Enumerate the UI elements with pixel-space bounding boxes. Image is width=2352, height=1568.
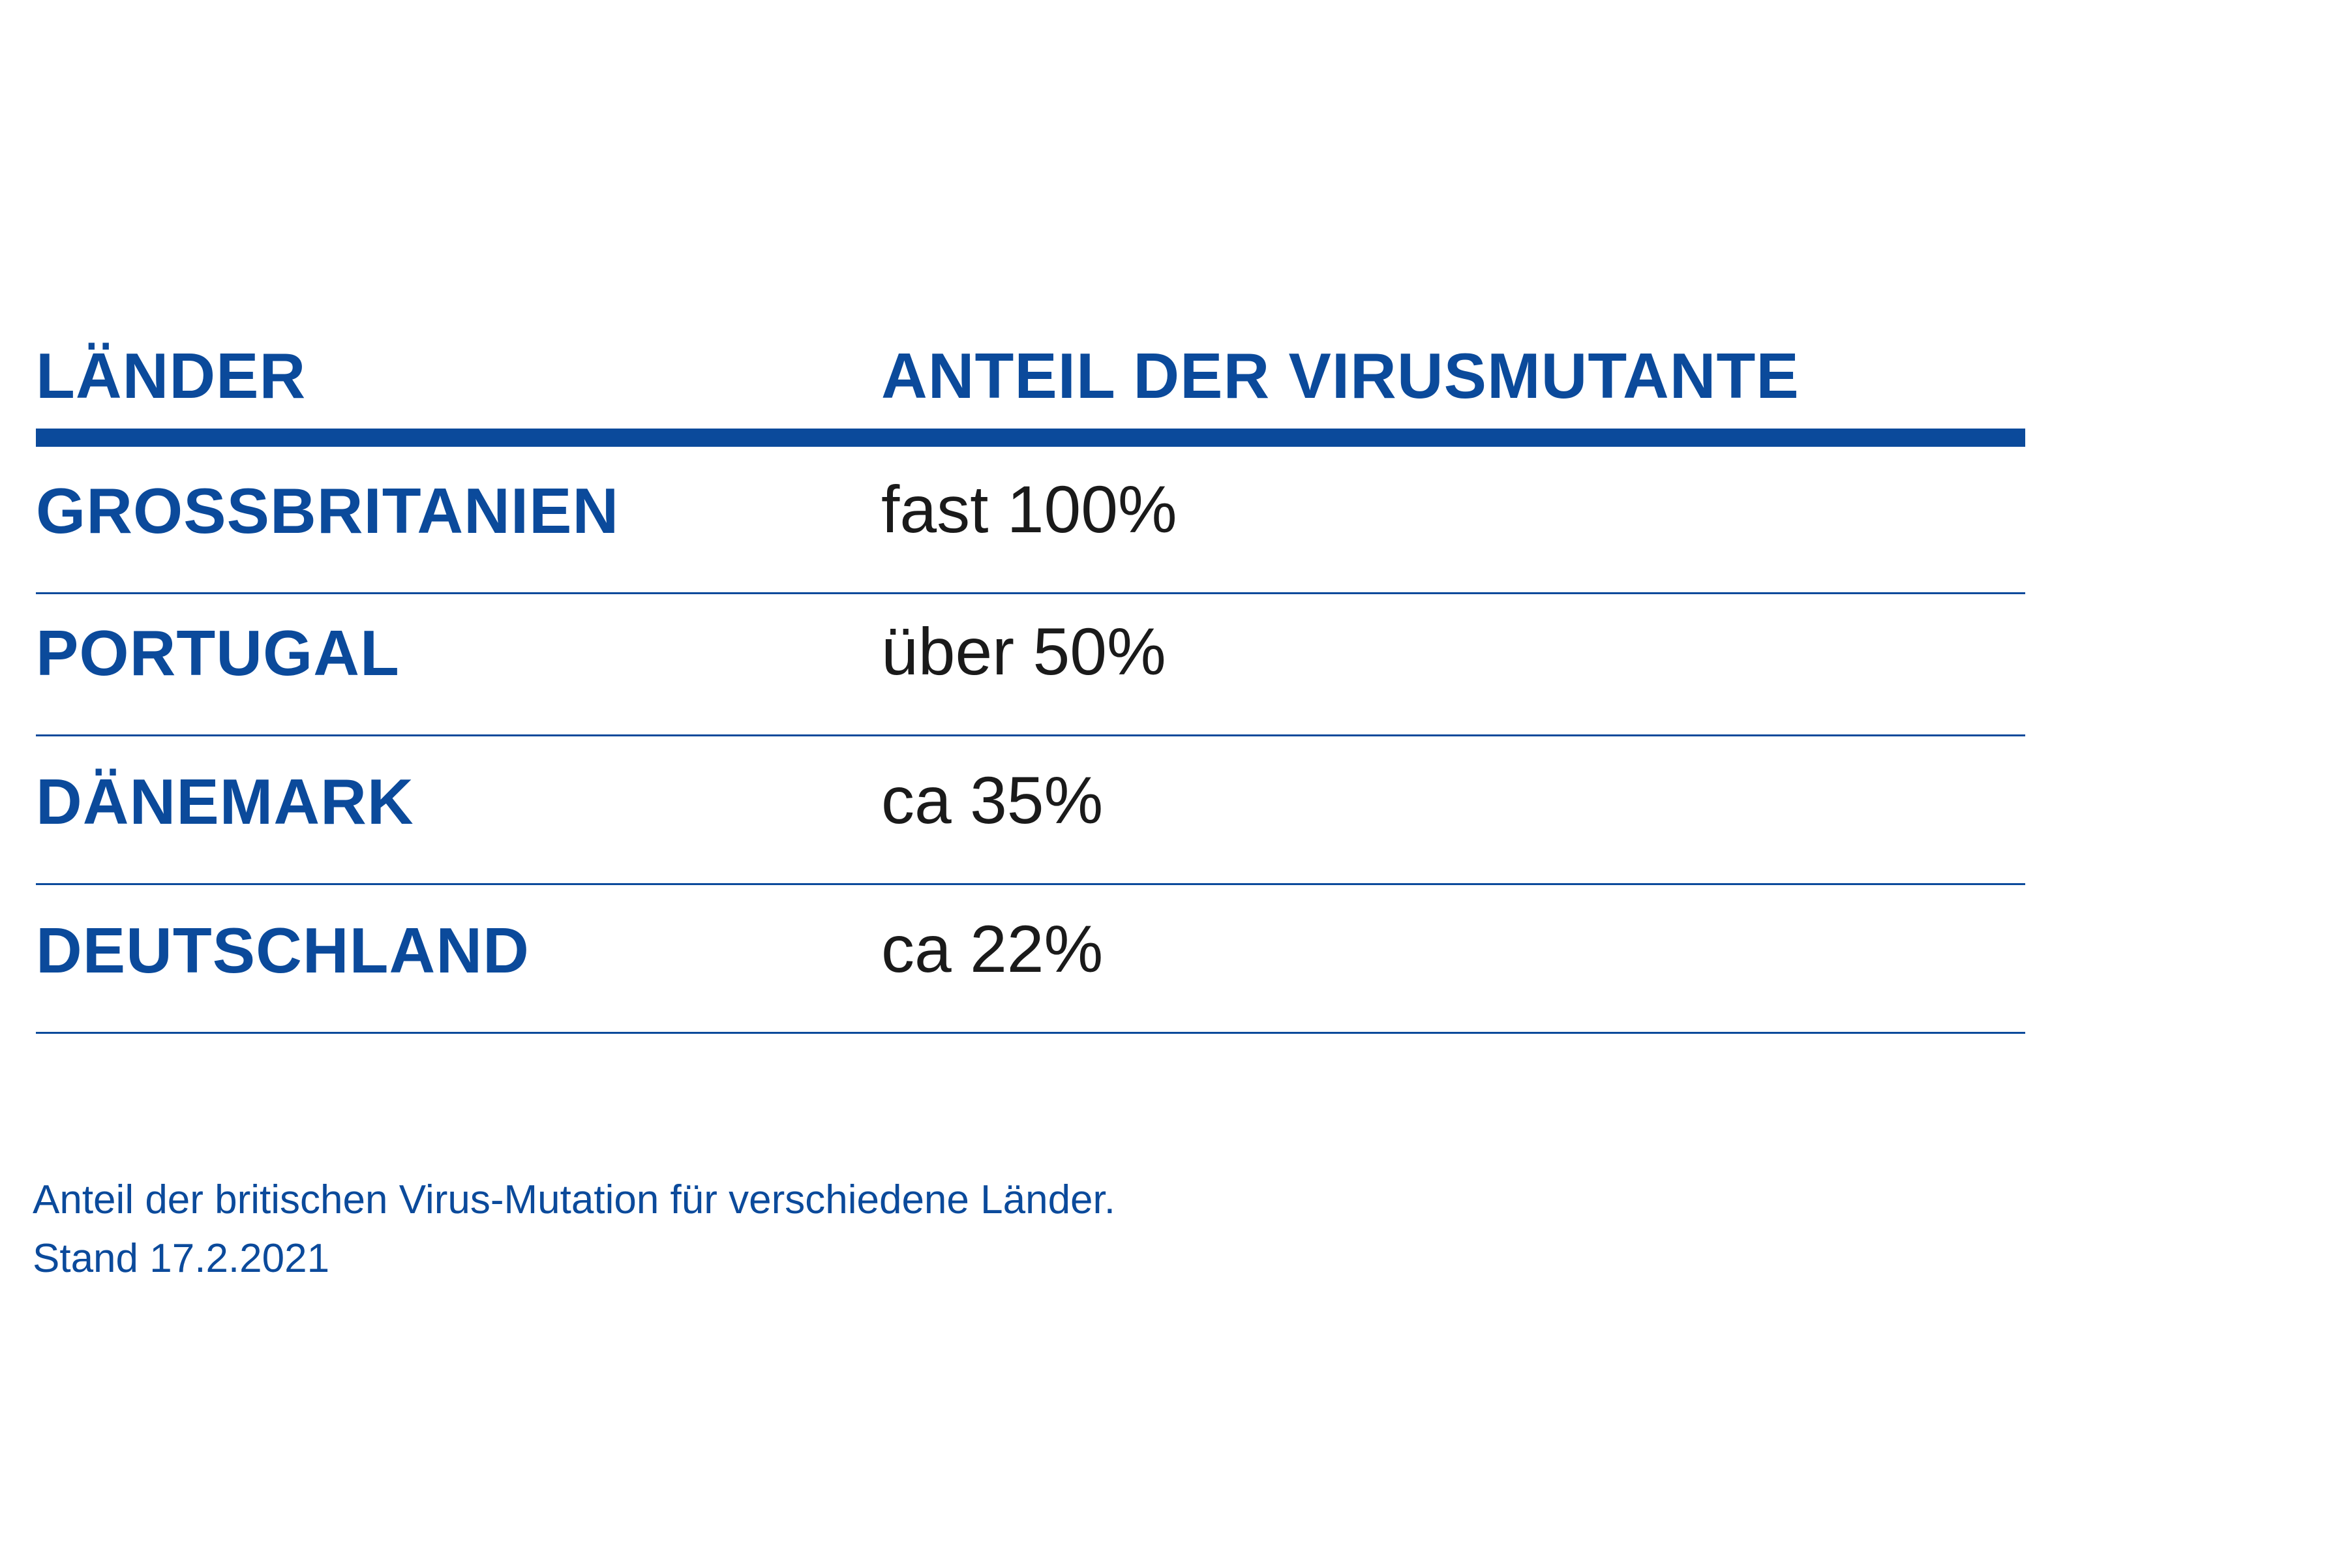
variant-share-value: fast 100% bbox=[881, 472, 1177, 547]
table-row: GROSSBRITANIEN fast 100% bbox=[36, 447, 2025, 594]
row-divider bbox=[36, 1032, 2025, 1034]
header-divider bbox=[36, 429, 2025, 447]
table-header-row: LÄNDER ANTEIL DER VIRUSMUTANTE bbox=[36, 326, 2025, 444]
caption-date: Stand 17.2.2021 bbox=[33, 1236, 330, 1281]
row-divider bbox=[36, 734, 2025, 736]
row-divider bbox=[36, 883, 2025, 885]
table-row: DEUTSCHLAND ca 22% bbox=[36, 886, 2025, 1034]
caption-description: Anteil der britischen Virus-Mutation für… bbox=[33, 1177, 1115, 1222]
country-name: DÄNEMARK bbox=[36, 766, 414, 837]
country-name: DEUTSCHLAND bbox=[36, 914, 530, 986]
column-header-countries: LÄNDER bbox=[36, 340, 307, 412]
country-name: GROSSBRITANIEN bbox=[36, 475, 620, 547]
table-row: PORTUGAL über 50% bbox=[36, 589, 2025, 736]
variant-share-value: ca 35% bbox=[881, 763, 1104, 837]
variant-share-value: über 50% bbox=[881, 614, 1166, 689]
row-divider bbox=[36, 592, 2025, 594]
country-name: PORTUGAL bbox=[36, 617, 400, 689]
variant-share-value: ca 22% bbox=[881, 912, 1104, 986]
column-header-variant-share: ANTEIL DER VIRUSMUTANTE bbox=[881, 340, 1800, 412]
table-row: DÄNEMARK ca 35% bbox=[36, 738, 2025, 885]
table-caption: Anteil der britischen Virus-Mutation für… bbox=[33, 1171, 1115, 1288]
